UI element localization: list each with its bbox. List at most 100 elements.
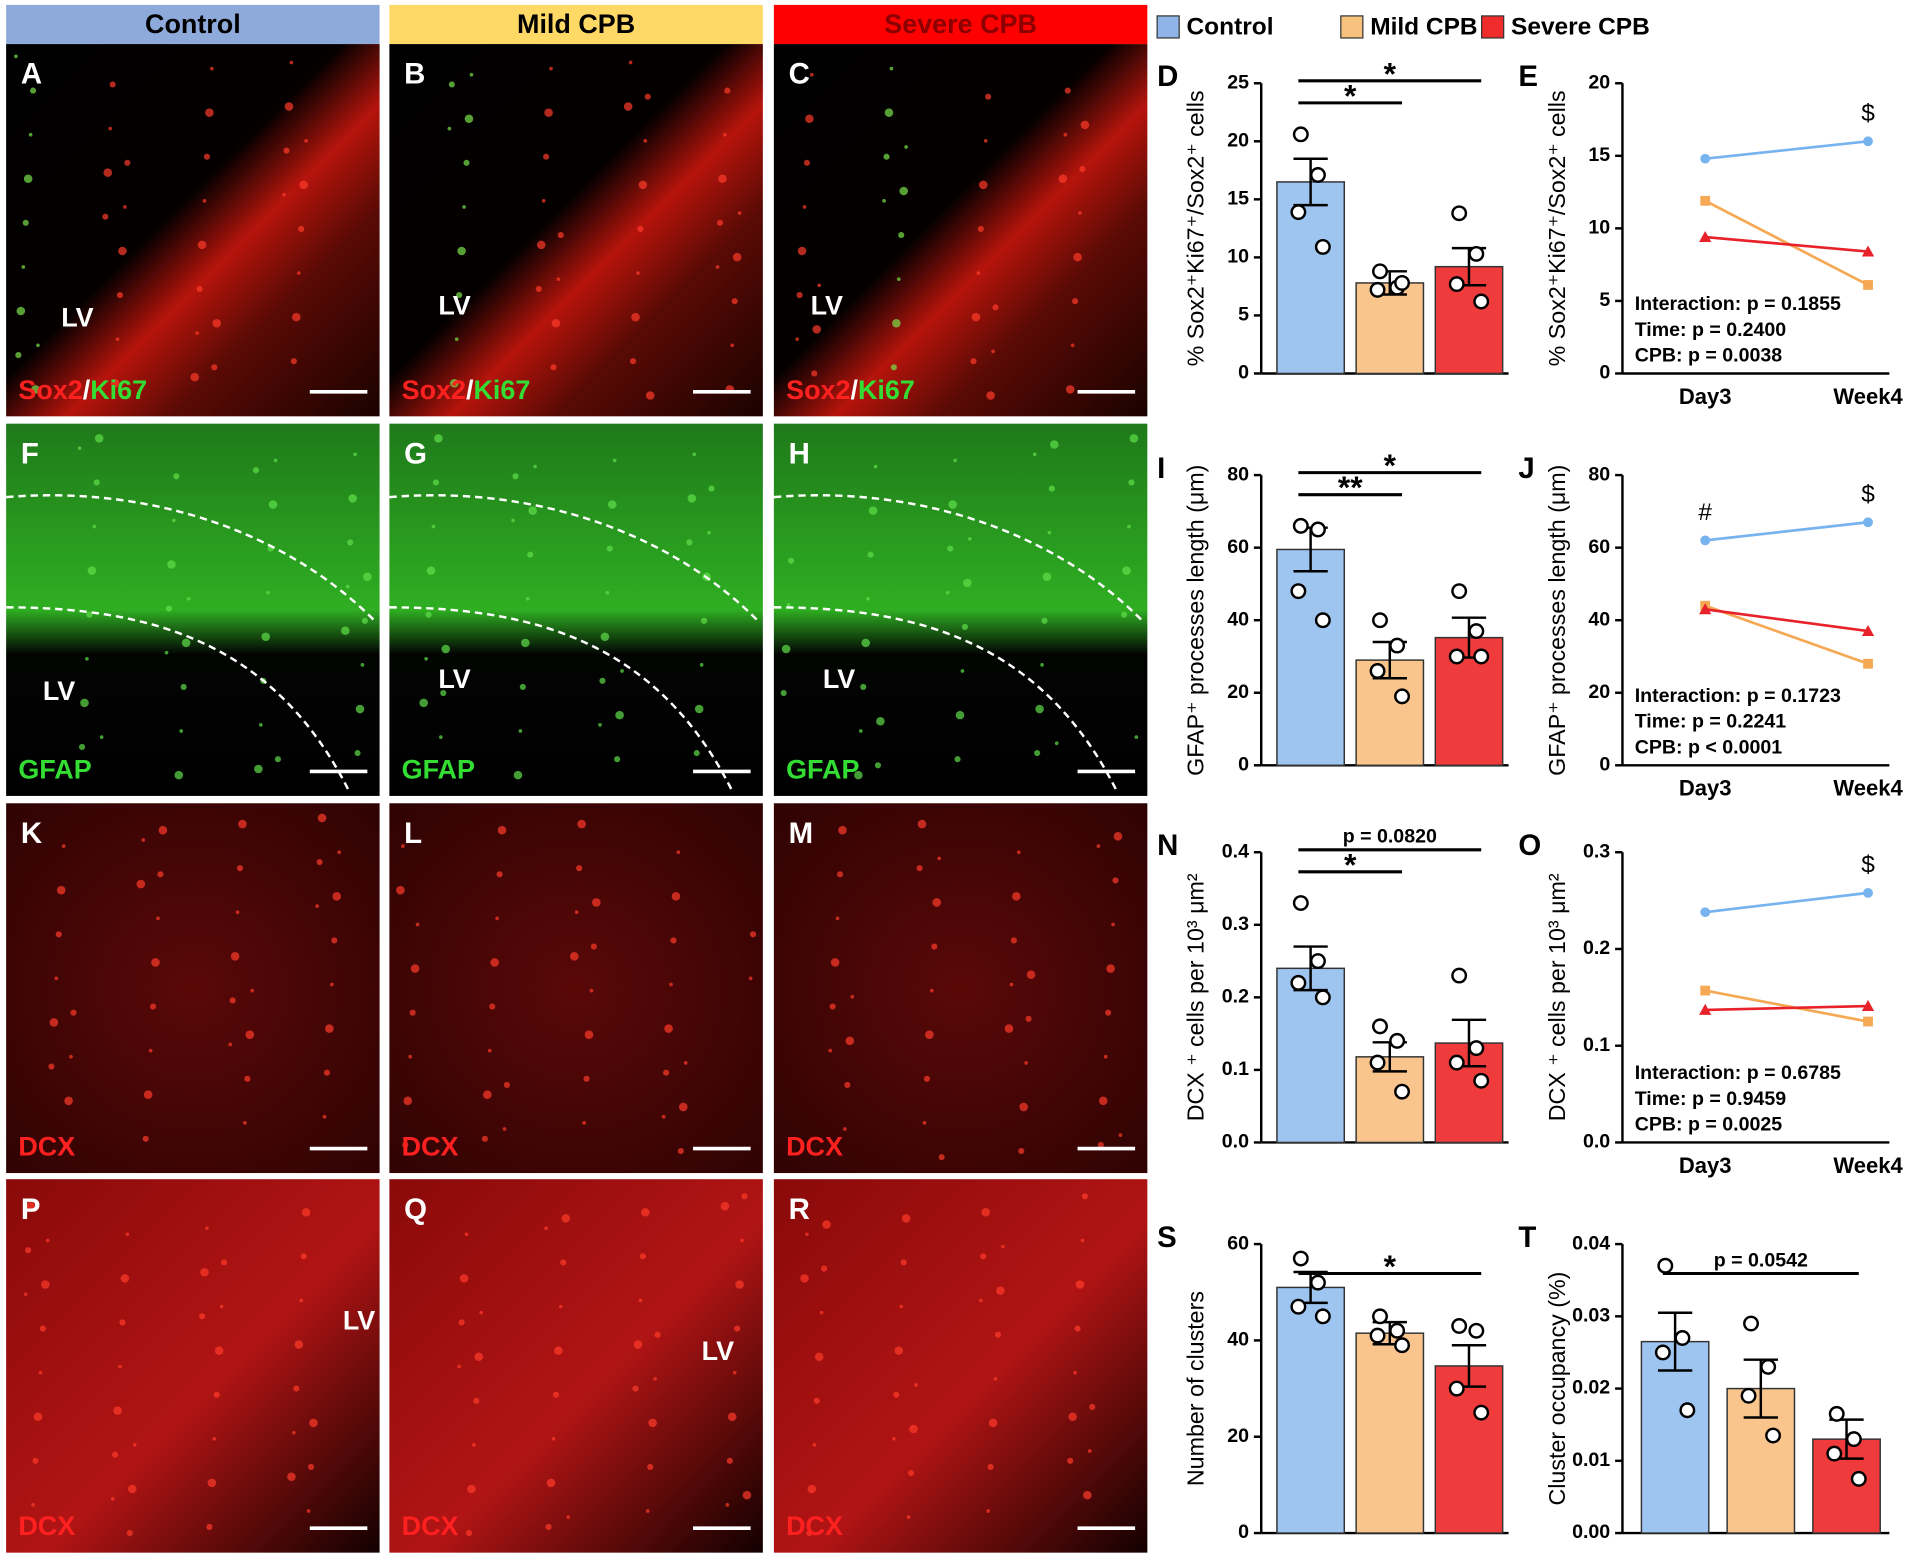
y-axis-label: % Sox2⁺Ki67⁺/Sox2⁺ cells [1183,90,1209,366]
speckle [345,584,350,589]
speckle [606,545,613,552]
speckle [1067,1457,1074,1464]
data-point [1310,953,1326,970]
speckle [124,159,131,166]
speckle [1012,892,1021,901]
speckle [70,1009,77,1016]
speckle [797,246,807,256]
marker [1861,624,1875,636]
speckle [173,473,180,480]
speckle [561,1214,570,1223]
speckle [992,304,999,311]
data-point [1451,205,1468,222]
header-label: Control [145,9,241,39]
speckle [243,1121,247,1125]
speckle [210,66,214,71]
speckle [1127,524,1131,529]
speckle [850,994,855,999]
significance-mark: # [1698,499,1712,526]
legend-swatch [1481,15,1505,39]
speckle [978,1298,983,1303]
y-tick-label: 0.0 [1583,1131,1610,1153]
speckle [1019,1102,1028,1112]
speckle [890,364,897,371]
y-axis-label: DCX ⁺ cells per 10³ μm² [1544,873,1570,1121]
speckle [56,885,66,895]
y-tick-label: 0.1 [1222,1058,1249,1080]
speckle [636,271,640,275]
speckle [299,1298,304,1303]
speckle [1010,937,1017,944]
speckle [77,446,82,450]
speckle [1050,440,1059,449]
speckle [955,710,965,720]
speckle [584,1030,594,1039]
speckle [977,225,984,233]
speckle [1068,1412,1077,1422]
speckle [938,1154,945,1161]
speckle [812,1443,817,1447]
x-tick-label: Week4 [1833,776,1903,801]
speckle [48,1063,55,1070]
speckle [69,1054,73,1059]
speckle [458,1319,465,1326]
speckle [174,770,184,780]
speckle [582,1121,586,1125]
speckle [731,298,738,305]
speckle [648,1418,657,1428]
speckle [1064,87,1071,94]
data-point [1657,1257,1674,1274]
data-point [1826,1445,1843,1462]
stain-part: Sox2 [786,375,850,405]
data-point [1473,1404,1490,1421]
speckle [960,669,965,673]
speckle [1075,1280,1085,1289]
speckle [590,943,597,950]
speckle [748,976,753,981]
y-tick-label: 20 [1227,1425,1249,1447]
data-point [1369,1327,1386,1344]
micrograph [389,1179,763,1553]
micrograph [773,803,1148,1174]
stain-label: GFAP [786,755,859,785]
speckle [693,750,700,757]
y-tick-label: 0.3 [1583,840,1610,862]
data-point [1674,1330,1691,1346]
speckle [205,1226,209,1230]
stain-label: DCX [786,1132,843,1162]
data-point [1310,521,1326,538]
speckle [983,138,988,143]
speckle [1087,1449,1092,1453]
speckle [607,500,617,509]
header-bar [773,4,1148,45]
speckle [425,611,432,618]
speckle [143,1090,153,1099]
speckle [38,1370,43,1375]
marker [1863,887,1873,898]
speckle [639,1253,646,1260]
panel-letter: P [21,1193,41,1226]
speckle [323,1069,330,1076]
significance-label: * [1384,55,1397,91]
speckle [1009,982,1014,987]
speckle [190,372,199,382]
significance-label: * [1384,447,1397,483]
speckle [92,524,97,529]
series-line [1704,989,1869,1023]
speckle [686,539,693,546]
speckle [970,358,977,365]
data-point [1448,648,1465,665]
speckle [1042,572,1052,582]
speckle [925,1030,934,1039]
x-tick-label: Day3 [1679,776,1732,801]
speckle [447,126,452,131]
speckle [932,898,942,907]
marker [1863,280,1873,290]
data-point [1451,1318,1468,1334]
speckle [316,858,323,866]
speckle [464,1232,469,1237]
data-point [1473,1072,1490,1089]
speckle [132,1443,137,1447]
speckle [909,1424,918,1434]
speckle [341,626,350,635]
